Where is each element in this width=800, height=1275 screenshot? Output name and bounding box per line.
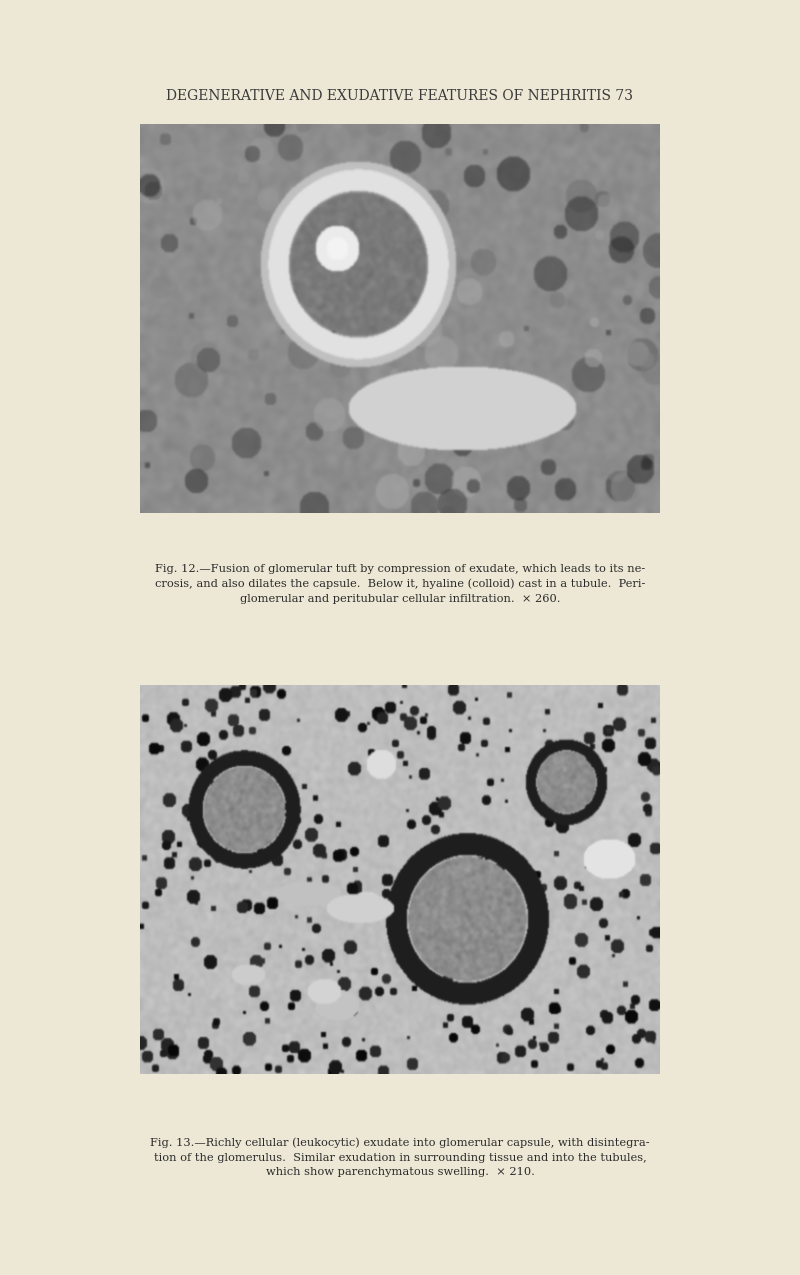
- Text: Fig. 13.—Richly cellular (leukocytic) exudate into glomerular capsule, with disi: Fig. 13.—Richly cellular (leukocytic) ex…: [150, 1137, 650, 1178]
- Text: DEGENERATIVE AND EXUDATIVE FEATURES OF NEPHRITIS 73: DEGENERATIVE AND EXUDATIVE FEATURES OF N…: [166, 89, 634, 102]
- Text: Fig. 12.—Fusion of glomerular tuft by compression of exudate, which leads to its: Fig. 12.—Fusion of glomerular tuft by co…: [155, 564, 645, 604]
